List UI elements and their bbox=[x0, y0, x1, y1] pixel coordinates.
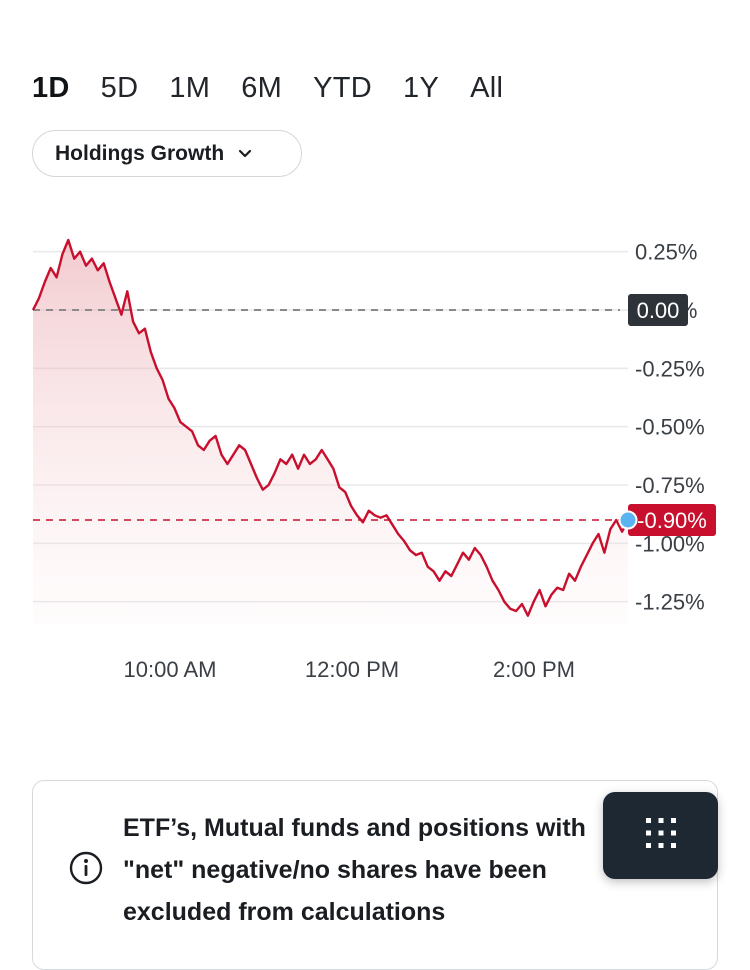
info-message-line-3: excluded from calculations bbox=[123, 898, 446, 926]
grid-dots-icon bbox=[644, 816, 678, 855]
chevron-down-icon bbox=[238, 149, 252, 159]
current-badge-bg bbox=[628, 504, 716, 536]
info-card: ETF’s, Mutual funds and positions with "… bbox=[32, 780, 718, 970]
current-value-badge: -0.90% bbox=[628, 504, 716, 536]
current-value-marker[interactable] bbox=[618, 510, 638, 530]
holdings-growth-chart: 0.25%0.00%-0.25%-0.50%-0.75%-1.00%-1.25%… bbox=[31, 238, 716, 682]
metric-dropdown-label: Holdings Growth bbox=[55, 141, 225, 165]
info-message-line-2: "net" negative/no shares have been bbox=[123, 856, 547, 884]
x-tick-label: 12:00 PM bbox=[305, 657, 399, 682]
reference-badge-bg bbox=[628, 294, 688, 326]
range-tab-5d[interactable]: 5D bbox=[100, 72, 139, 104]
reference-value-badge: 0.00 bbox=[628, 294, 688, 326]
range-tab-1d[interactable]: 1D bbox=[32, 72, 70, 104]
series-line bbox=[31, 238, 630, 617]
range-tab-1y[interactable]: 1Y bbox=[403, 72, 440, 104]
y-tick-label: -0.75% bbox=[635, 473, 705, 498]
y-tick-label: -0.25% bbox=[635, 356, 705, 381]
series-area-fill bbox=[33, 240, 628, 625]
x-axis-ticks: 10:00 AM 12:00 PM 2:00 PM bbox=[124, 657, 575, 682]
info-message-line-1: ETF’s, Mutual funds and positions with bbox=[123, 814, 586, 842]
x-tick-label: 10:00 AM bbox=[124, 657, 217, 682]
metric-dropdown[interactable]: Holdings Growth bbox=[32, 130, 302, 177]
range-tab-all[interactable]: All bbox=[470, 72, 504, 104]
range-tab-ytd[interactable]: YTD bbox=[313, 72, 373, 104]
info-icon bbox=[69, 851, 103, 890]
x-tick-label: 2:00 PM bbox=[493, 657, 575, 682]
range-tab-1m[interactable]: 1M bbox=[169, 72, 211, 104]
reference-badge-label: 0.00 bbox=[637, 298, 680, 323]
y-tick-label: -0.50% bbox=[635, 415, 705, 440]
time-range-selector: 1D 5D 1M 6M YTD 1Y All bbox=[32, 70, 534, 106]
current-badge-label: -0.90% bbox=[637, 508, 707, 533]
grid-menu-button[interactable] bbox=[603, 792, 718, 879]
info-message: ETF’s, Mutual funds and positions with "… bbox=[123, 807, 643, 933]
range-tab-6m[interactable]: 6M bbox=[241, 72, 283, 104]
y-tick-label: 0.25% bbox=[635, 240, 697, 265]
y-tick-label: -1.25% bbox=[635, 590, 705, 615]
